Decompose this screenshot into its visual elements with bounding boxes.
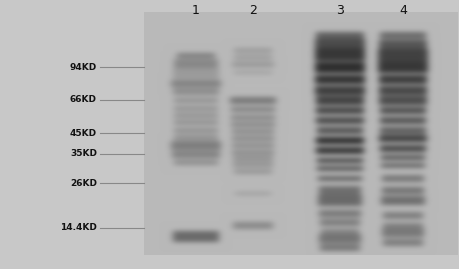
Text: 45KD: 45KD bbox=[70, 129, 97, 137]
Text: 2: 2 bbox=[249, 3, 257, 16]
Text: 4: 4 bbox=[399, 3, 407, 16]
Text: 26KD: 26KD bbox=[70, 179, 97, 187]
Text: 35KD: 35KD bbox=[70, 150, 97, 158]
Text: 1: 1 bbox=[192, 3, 200, 16]
Text: 3: 3 bbox=[336, 3, 344, 16]
Text: 94KD: 94KD bbox=[70, 62, 97, 72]
Text: 14.4KD: 14.4KD bbox=[60, 224, 97, 232]
Text: 66KD: 66KD bbox=[70, 95, 97, 104]
